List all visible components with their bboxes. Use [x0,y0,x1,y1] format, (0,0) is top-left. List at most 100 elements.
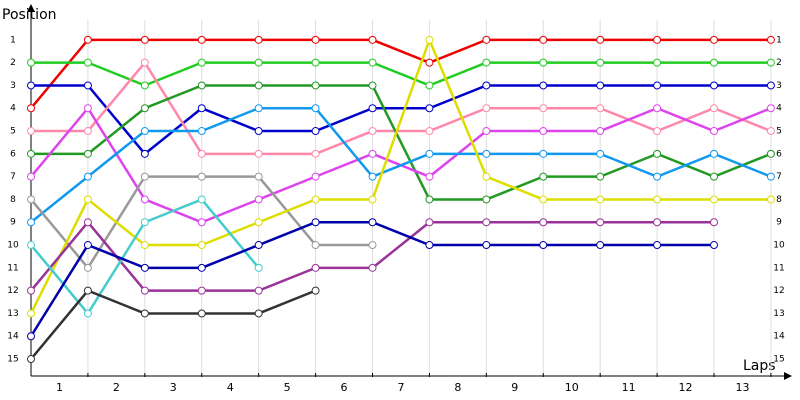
y-tick-label-right: 5 [776,127,782,137]
point [83,309,92,318]
point [653,127,662,136]
point [311,58,320,67]
point [596,218,605,227]
y-tick-label: 5 [10,127,16,137]
series-line [30,38,771,110]
point [710,195,719,204]
point [197,35,206,44]
point [766,127,775,136]
point [311,263,320,272]
point [710,81,719,90]
point [539,104,548,113]
point [197,195,206,204]
point [368,241,377,250]
point [539,35,548,44]
point [368,218,377,227]
x-tick-label: 10 [565,381,579,394]
point [653,104,662,113]
point [653,149,662,158]
point [766,104,775,113]
point [140,241,149,250]
series-line [29,36,771,314]
point [197,172,206,181]
y-tick-label: 3 [10,81,16,91]
point [539,195,548,204]
point [27,195,35,204]
point [425,104,434,113]
point [596,127,605,136]
y-tick-label-right: 10 [773,241,785,251]
y-tick-label-right: 4 [776,104,782,114]
point [27,218,35,227]
y-tick-label: 11 [7,263,18,273]
point [482,149,491,158]
y-tick-label: 12 [7,286,18,296]
y-tick-label-right: 15 [773,355,784,365]
point [482,241,491,250]
point [368,127,377,136]
y-axis-title: Position [2,7,57,23]
point [710,218,719,227]
x-tick-label: 4 [227,381,234,394]
point [766,35,775,44]
point [254,127,263,136]
point [425,172,434,181]
x-axis-title: Laps [743,358,776,374]
x-tick-label: 3 [170,381,177,394]
y-tick-label-right: 9 [776,218,782,228]
x-tick-label: 5 [284,381,291,394]
point [140,81,149,90]
point [254,149,263,158]
point [311,218,320,227]
point [653,241,662,250]
point [596,58,605,67]
point [482,195,491,204]
point [140,309,149,318]
point [539,81,548,90]
point [766,172,775,181]
point [197,104,206,113]
x-tick-label: 7 [397,381,404,394]
point [425,81,434,90]
point [83,127,92,136]
point [482,172,491,181]
y-tick-label: 13 [7,309,18,319]
point [653,218,662,227]
point [368,263,377,272]
point [83,195,92,204]
point [197,149,206,158]
y-tick-label-right: 11 [773,263,784,273]
point [311,127,320,136]
x-tick-label: 6 [341,381,348,394]
point [254,81,263,90]
point [482,81,491,90]
point [27,355,35,364]
point [197,263,206,272]
point [27,309,35,318]
y-tick-label: 14 [7,332,19,342]
x-tick-label: 2 [113,381,120,394]
x-tick-label: 8 [454,381,461,394]
point [140,104,149,113]
point [653,81,662,90]
y-tick-label: 6 [10,149,16,159]
point [425,195,434,204]
point [197,81,206,90]
point [140,149,149,158]
x-arrow [784,372,792,380]
point [197,286,206,295]
point [140,58,149,67]
point [197,127,206,136]
y-arrow [27,4,35,12]
point [254,218,263,227]
point [596,149,605,158]
point [27,127,35,136]
y-tick-label: 8 [10,195,16,205]
point [653,172,662,181]
point [710,35,719,44]
point [27,332,35,341]
point [425,218,434,227]
point [254,241,263,250]
series-line [31,60,772,156]
point [140,286,149,295]
